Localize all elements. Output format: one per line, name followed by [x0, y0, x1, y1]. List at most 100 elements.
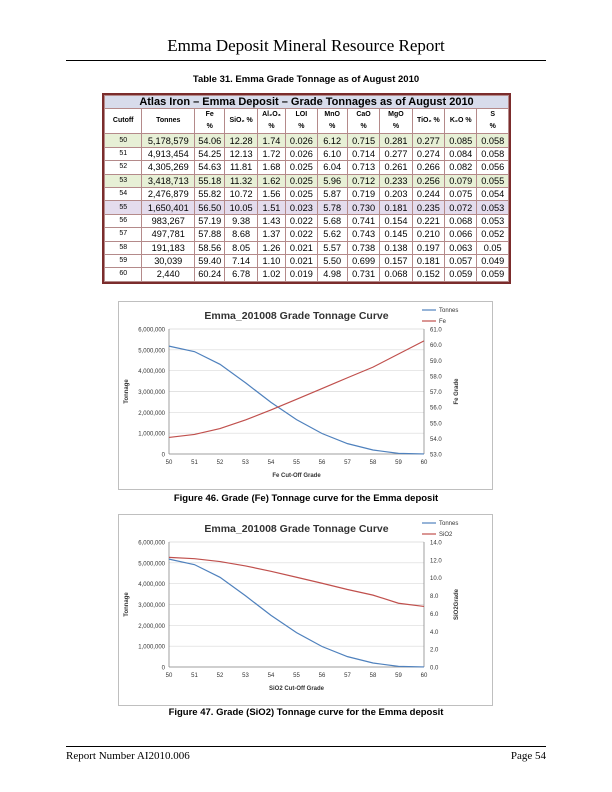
table-cell: 12.28 — [224, 133, 258, 148]
footer-page-number: Page 54 — [510, 750, 546, 762]
x-tick-label: 60 — [421, 460, 428, 466]
x-tick-label: 53 — [242, 460, 249, 466]
x-tick-label: 52 — [217, 673, 224, 679]
table-cell: 2,476,879 — [141, 186, 196, 202]
y2-tick-label: 14.0 — [430, 541, 442, 547]
column-header: K₂O % — [444, 108, 478, 135]
y2-tick-label: 12.0 — [430, 558, 442, 564]
table-cell: 1.26 — [256, 240, 287, 255]
table-cell: 0.256 — [411, 173, 446, 188]
table-cell: 0.233 — [379, 173, 413, 188]
table-cell: 0.075 — [444, 186, 478, 202]
column-header: Fe% — [194, 108, 226, 135]
table-cell: 983,267 — [141, 213, 196, 229]
table-cell: 0.055 — [476, 173, 509, 188]
column-header-line1: K₂O % — [449, 117, 472, 125]
table-cell: 0.085 — [444, 133, 478, 148]
table-cell: 0.026 — [285, 133, 318, 148]
legend-label: Fe — [439, 319, 447, 325]
table-cell: 6.10 — [316, 146, 348, 162]
table-cell: 7.14 — [224, 253, 258, 269]
chart-title: Emma_201008 Grade Tonnage Curve — [204, 523, 388, 535]
table-row: 58 191,183 58.56 8.05 1.26 0.021 5.57 0.738 0.13… — [103, 240, 509, 255]
chart-title: Emma_201008 Grade Tonnage Curve — [204, 310, 388, 322]
table-cell: 0.197 — [411, 240, 446, 255]
sio2-grade-tonnage-chart: Emma_201008 Grade Tonnage Curve 0 1,000,00… — [118, 514, 493, 706]
table-cell: 0.277 — [379, 146, 413, 162]
y-axis-label: Tonnage — [124, 379, 130, 404]
table-cell: 0.058 — [476, 133, 509, 148]
series-line-tonnes — [168, 345, 425, 455]
table-row: 60 2,440 60.24 6.78 1.02 0.019 4.98 0.731 0.068 0… — [103, 267, 509, 282]
x-tick-label: 60 — [421, 673, 428, 679]
table-cell: 1.02 — [256, 267, 287, 282]
table-row: 55 1,650,401 56.50 10.05 1.51 0.023 5.78 0.730 0… — [103, 200, 509, 215]
column-header-line1: Fe — [205, 111, 214, 119]
table-cell: 5.57 — [316, 240, 348, 255]
table-cell: 0.138 — [379, 240, 413, 255]
y2-tick-label: 6.0 — [430, 612, 439, 618]
column-header-line1: MnO — [324, 111, 340, 119]
table-cell: 0.068 — [444, 213, 478, 229]
x-tick-label: 57 — [344, 673, 351, 679]
table-cell: 5.96 — [316, 173, 348, 188]
grade-tonnage-table: Atlas Iron – Emma Deposit – Grade Tonnag… — [102, 93, 511, 284]
y2-tick-label: 4.0 — [430, 630, 439, 636]
table-cell: 0.059 — [444, 267, 478, 282]
table-cell: 0.221 — [411, 213, 446, 229]
table-cell: 54.06 — [194, 133, 226, 148]
table-cell: 1.43 — [256, 213, 287, 229]
column-header-line1: MgO — [388, 111, 404, 119]
x-tick-label: 55 — [293, 460, 300, 466]
table-cell: 6.78 — [224, 267, 258, 282]
table-cell: 0.152 — [411, 267, 446, 282]
table-cell: 0.023 — [285, 200, 318, 215]
x-axis-label: Fe Cut-Off Grade — [272, 473, 321, 479]
y-tick-label: 5,000,000 — [138, 348, 165, 354]
table-cell: 30,039 — [141, 253, 196, 269]
y-tick-label: 6,000,000 — [138, 541, 165, 547]
x-tick-label: 50 — [166, 673, 173, 679]
table-cell: 10.72 — [224, 186, 258, 202]
table-cell: 0.154 — [379, 213, 413, 229]
y-tick-label: 2,000,000 — [138, 411, 165, 417]
figure-46-caption: Figure 46. Grade (Fe) Tonnage curve for … — [173, 493, 439, 504]
column-header: LOI% — [285, 108, 318, 135]
table-cell: 0.079 — [444, 173, 478, 188]
y2-tick-label: 0.0 — [430, 666, 439, 672]
table-cell: 0.025 — [285, 173, 318, 188]
column-header: Al₂O₃% — [256, 108, 287, 135]
x-tick-label: 52 — [217, 460, 224, 466]
column-header: Cutoff — [103, 108, 143, 135]
column-header-line1: Cutoff — [112, 117, 134, 125]
column-header: S% — [476, 108, 509, 135]
table-row: 53 3,418,713 55.18 11.32 1.62 0.025 5.96 0.712 0… — [103, 173, 509, 188]
table-cell: 0.082 — [444, 160, 478, 175]
table-cell: 59.40 — [194, 253, 226, 269]
column-header: CaO% — [346, 108, 381, 135]
figure-47-caption: Figure 47. Grade (SiO2) Tonnage curve fo… — [168, 707, 444, 718]
table-cell: 0.719 — [346, 186, 381, 202]
table-cell: 0.277 — [411, 133, 446, 148]
x-tick-label: 57 — [344, 460, 351, 466]
x-tick-label: 51 — [191, 460, 198, 466]
x-tick-label: 58 — [370, 673, 377, 679]
table-cell: 0.063 — [444, 240, 478, 255]
cutoff-cell: 54 — [103, 186, 143, 202]
column-header-line2: % — [392, 123, 400, 131]
table-cell: 0.025 — [285, 160, 318, 175]
y-tick-label: 4,000,000 — [138, 582, 165, 588]
footer-rule — [66, 746, 546, 747]
cutoff-cell: 53 — [103, 173, 143, 188]
column-header-line2: % — [329, 123, 336, 131]
cutoff-cell: 56 — [103, 213, 143, 229]
y-axis-label: Tonnage — [124, 592, 130, 617]
column-header: Tonnes — [141, 108, 196, 135]
table-cell: 5.62 — [316, 227, 348, 242]
table-cell: 5.50 — [316, 253, 348, 269]
table-cell: 0.068 — [379, 267, 413, 282]
table-cell: 5.68 — [316, 213, 348, 229]
table-cell: 57.19 — [194, 213, 226, 229]
table-cell: 0.026 — [285, 146, 318, 162]
table-cell: 497,781 — [141, 227, 196, 242]
